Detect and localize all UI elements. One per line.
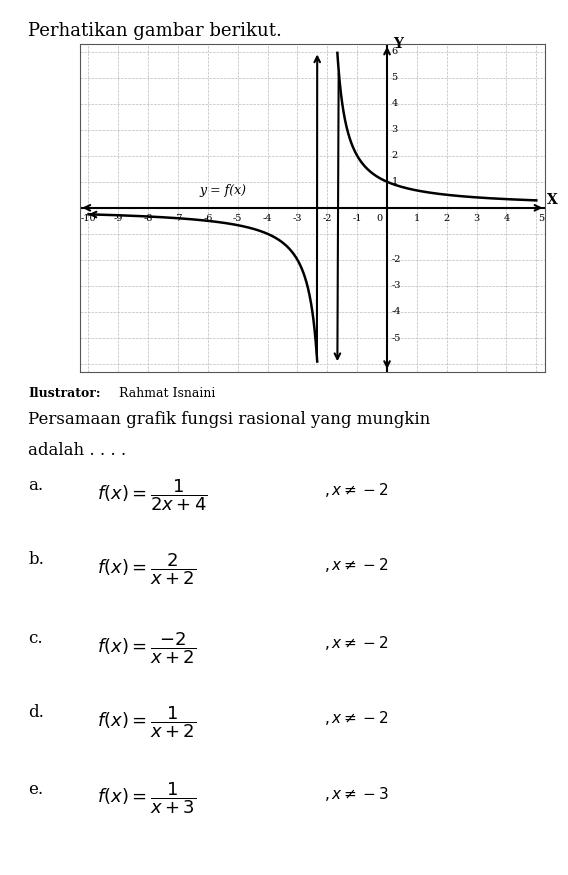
Text: $f(x) = \dfrac{-2}{x+2}$: $f(x) = \dfrac{-2}{x+2}$ — [97, 630, 196, 666]
Text: 2: 2 — [391, 151, 398, 160]
Text: -4: -4 — [263, 214, 273, 223]
Text: -5: -5 — [391, 333, 401, 342]
Text: 4: 4 — [503, 214, 509, 223]
Text: $, x \neq -2$: $, x \neq -2$ — [324, 556, 388, 574]
Text: Rahmat Isnaini: Rahmat Isnaini — [119, 387, 216, 400]
Text: -2: -2 — [391, 255, 401, 264]
Text: 5: 5 — [391, 74, 398, 82]
Text: adalah . . . .: adalah . . . . — [28, 442, 127, 458]
Text: -7: -7 — [173, 214, 183, 223]
Text: $, x \neq -2$: $, x \neq -2$ — [324, 481, 388, 500]
Text: e.: e. — [28, 780, 44, 797]
Text: 2: 2 — [444, 214, 450, 223]
Text: $f(x) = \dfrac{1}{x+2}$: $f(x) = \dfrac{1}{x+2}$ — [97, 704, 196, 740]
Text: -5: -5 — [233, 214, 243, 223]
Text: 3: 3 — [391, 125, 398, 134]
Text: $f(x) = \dfrac{1}{x+3}$: $f(x) = \dfrac{1}{x+3}$ — [97, 780, 196, 816]
Text: $f(x) = \dfrac{1}{2x+4}$: $f(x) = \dfrac{1}{2x+4}$ — [97, 477, 207, 513]
Text: -4: -4 — [391, 307, 401, 317]
Text: d.: d. — [28, 704, 44, 721]
Text: b.: b. — [28, 551, 44, 568]
Text: Perhatikan gambar berikut.: Perhatikan gambar berikut. — [28, 22, 282, 40]
Text: 3: 3 — [474, 214, 480, 223]
Text: $f(x) = \dfrac{2}{x+2}$: $f(x) = \dfrac{2}{x+2}$ — [97, 551, 196, 587]
Text: c.: c. — [28, 630, 43, 647]
Text: -6: -6 — [203, 214, 212, 223]
Text: 4: 4 — [391, 99, 398, 108]
Text: Ilustrator:: Ilustrator: — [28, 387, 101, 400]
Text: y = f(x): y = f(x) — [199, 185, 247, 198]
Text: 0: 0 — [377, 214, 383, 223]
Text: -3: -3 — [293, 214, 302, 223]
Text: 1: 1 — [391, 178, 398, 186]
Text: 1: 1 — [414, 214, 420, 223]
Text: 6: 6 — [391, 47, 398, 56]
Text: $, x \neq -2$: $, x \neq -2$ — [324, 634, 388, 653]
Text: $, x \neq -3$: $, x \neq -3$ — [324, 785, 389, 803]
Text: -8: -8 — [144, 214, 153, 223]
Text: X: X — [547, 193, 558, 207]
Text: -9: -9 — [114, 214, 123, 223]
Text: Y: Y — [393, 37, 403, 51]
Text: -1: -1 — [352, 214, 362, 223]
Text: 5: 5 — [538, 214, 544, 223]
Text: -3: -3 — [391, 282, 401, 290]
Text: Persamaan grafik fungsi rasional yang mungkin: Persamaan grafik fungsi rasional yang mu… — [28, 411, 431, 428]
Text: -2: -2 — [323, 214, 332, 223]
Text: $, x \neq -2$: $, x \neq -2$ — [324, 709, 388, 727]
Text: -10: -10 — [81, 214, 97, 223]
Text: a.: a. — [28, 477, 44, 494]
